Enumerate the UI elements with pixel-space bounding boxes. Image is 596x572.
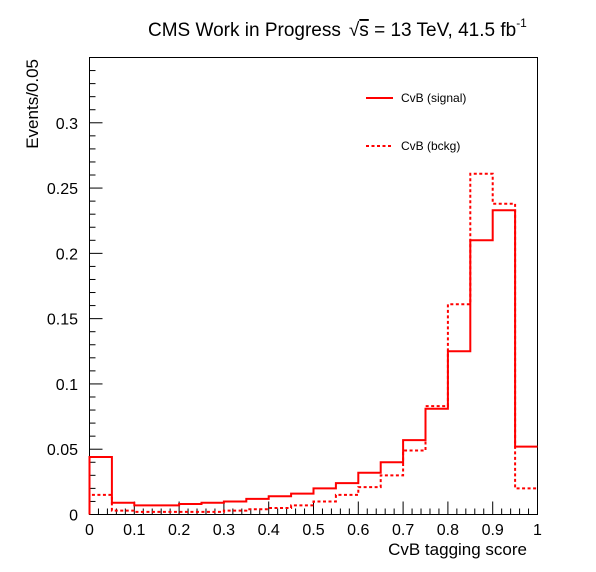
x-tick-label: 1 — [533, 522, 542, 539]
y-tick-label: 0.25 — [47, 181, 78, 198]
x-tick-label: 0.3 — [213, 522, 235, 539]
background-histogram — [88, 172, 538, 515]
x-tick-labels: 0 0.1 0.2 0.3 0.4 0.5 0.6 0.7 0.8 0.9 1 — [85, 522, 542, 539]
y-tick-label: 0.3 — [56, 116, 78, 133]
y-tick-label: 0.05 — [47, 442, 78, 459]
y-tick-label: 0.2 — [56, 246, 78, 263]
series-layer — [88, 172, 538, 515]
chart-title: CMS Work in Progress √s = 13 TeV, 41.5 fb… — [148, 16, 527, 41]
y-tick-label: 0.1 — [56, 377, 78, 394]
legend-bckg-label: CvB (bckg) — [401, 139, 460, 153]
title-prefix: CMS Work in Progress — [148, 20, 341, 41]
y-axis-label: Events/0.05 — [23, 59, 42, 149]
x-tick-label: 0.6 — [347, 522, 369, 539]
y-tick-labels: 0 0.05 0.1 0.15 0.2 0.25 0.3 — [47, 116, 78, 525]
x-tick-label: 0.7 — [392, 522, 414, 539]
x-tick-label: 0 — [85, 522, 94, 539]
y-tick-label: 0.15 — [47, 312, 78, 329]
x-tick-label: 0.4 — [258, 522, 280, 539]
title-energy: = 13 TeV, 41.5 fb — [369, 20, 516, 41]
x-axis-label: CvB tagging score — [388, 540, 527, 559]
y-tick-label: 0 — [69, 508, 78, 525]
signal-histogram — [88, 209, 538, 515]
title-exponent: -1 — [516, 16, 527, 30]
x-tick-label: 0.5 — [302, 522, 324, 539]
title-energy-var: s — [359, 20, 369, 41]
title-sqrt: √ — [349, 20, 360, 41]
x-tick-label: 0.9 — [482, 522, 504, 539]
x-tick-label: 0.8 — [437, 522, 459, 539]
legend: CvB (signal) CvB (bckg) — [366, 91, 466, 153]
x-tick-label: 0.1 — [123, 522, 145, 539]
x-tick-label: 0.2 — [168, 522, 190, 539]
legend-signal-label: CvB (signal) — [401, 91, 466, 105]
